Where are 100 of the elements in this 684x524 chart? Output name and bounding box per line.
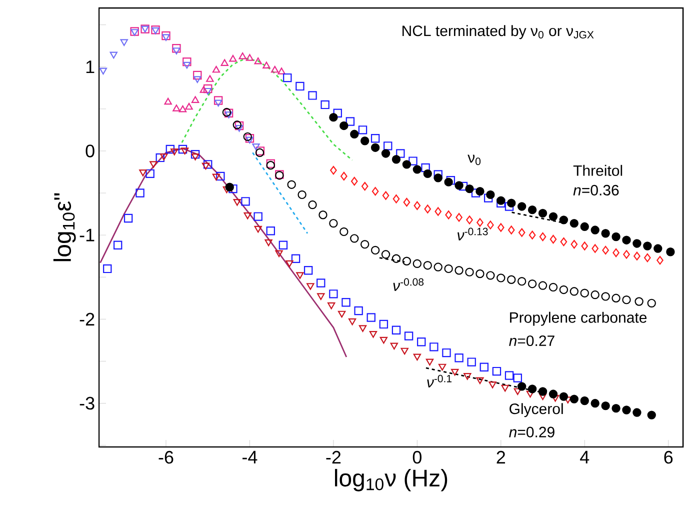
point [396, 149, 405, 158]
point [392, 194, 400, 204]
point [414, 201, 421, 210]
point [504, 202, 514, 211]
point [548, 282, 558, 292]
point [517, 276, 526, 286]
point [150, 161, 158, 168]
point [514, 388, 522, 395]
point [392, 326, 401, 334]
point [570, 218, 579, 228]
point [634, 297, 644, 306]
point [548, 390, 558, 398]
point [225, 182, 234, 192]
point [612, 404, 620, 413]
point [513, 374, 522, 382]
point [496, 196, 506, 205]
point [346, 117, 355, 126]
point [412, 165, 422, 174]
point [103, 264, 112, 274]
point [350, 130, 359, 138]
point [124, 214, 133, 223]
point [570, 394, 579, 404]
point [465, 184, 474, 194]
point [178, 144, 188, 154]
point [214, 100, 222, 107]
point [350, 176, 358, 186]
point [612, 232, 620, 242]
annotation: ν$^{-0.13}$ [458, 228, 488, 240]
point [507, 275, 516, 284]
point [486, 190, 495, 200]
point [241, 197, 250, 206]
annotation: n=0.27 [509, 335, 554, 346]
point [136, 188, 144, 198]
x-tick-label: 0 [412, 450, 422, 464]
y-tick-label: -1 [80, 228, 94, 242]
point [590, 290, 600, 300]
point [266, 226, 275, 236]
point [246, 54, 254, 61]
point [212, 174, 220, 181]
point [254, 57, 262, 64]
annotation: Glycerol [510, 403, 563, 418]
point [350, 234, 359, 243]
x-tick-label: 4 [580, 450, 590, 464]
point [412, 259, 422, 268]
point [538, 208, 548, 218]
point [360, 240, 370, 249]
point [246, 136, 254, 144]
point [291, 254, 300, 263]
point [402, 256, 412, 266]
point [381, 149, 390, 158]
point [467, 358, 476, 366]
point [185, 102, 193, 110]
point [170, 148, 178, 156]
point [99, 68, 108, 75]
point [464, 373, 472, 380]
point [330, 166, 337, 175]
point [275, 250, 283, 258]
point [286, 260, 294, 268]
point [304, 266, 313, 275]
point [426, 358, 434, 366]
point [262, 62, 270, 68]
point [623, 250, 630, 259]
y-tick-label: -2 [80, 312, 94, 326]
point [488, 381, 496, 388]
point [308, 200, 317, 210]
point [180, 148, 189, 154]
point [200, 86, 208, 93]
point [622, 236, 631, 244]
point [358, 126, 368, 134]
point [264, 239, 272, 246]
point [403, 198, 410, 207]
point [454, 354, 464, 362]
point [580, 288, 589, 298]
point [329, 290, 338, 298]
point [644, 253, 651, 262]
point [548, 212, 558, 221]
point [178, 105, 187, 112]
x-tick-label: -4 [242, 450, 258, 464]
point [444, 264, 453, 274]
point [484, 194, 493, 202]
point [233, 198, 241, 206]
point [172, 104, 180, 112]
point [245, 134, 254, 143]
point [366, 313, 376, 322]
point [204, 160, 212, 169]
point [340, 227, 348, 236]
x-tick-label: -6 [158, 450, 174, 464]
point [476, 377, 484, 384]
point [182, 57, 192, 66]
point [212, 66, 220, 73]
point [456, 213, 462, 222]
point [216, 172, 225, 181]
point [392, 155, 401, 164]
point [421, 163, 430, 172]
point [602, 246, 609, 255]
y-tick-label: 1 [86, 60, 94, 74]
point [283, 73, 292, 82]
point [417, 338, 426, 346]
point [183, 62, 191, 69]
point [570, 240, 578, 249]
